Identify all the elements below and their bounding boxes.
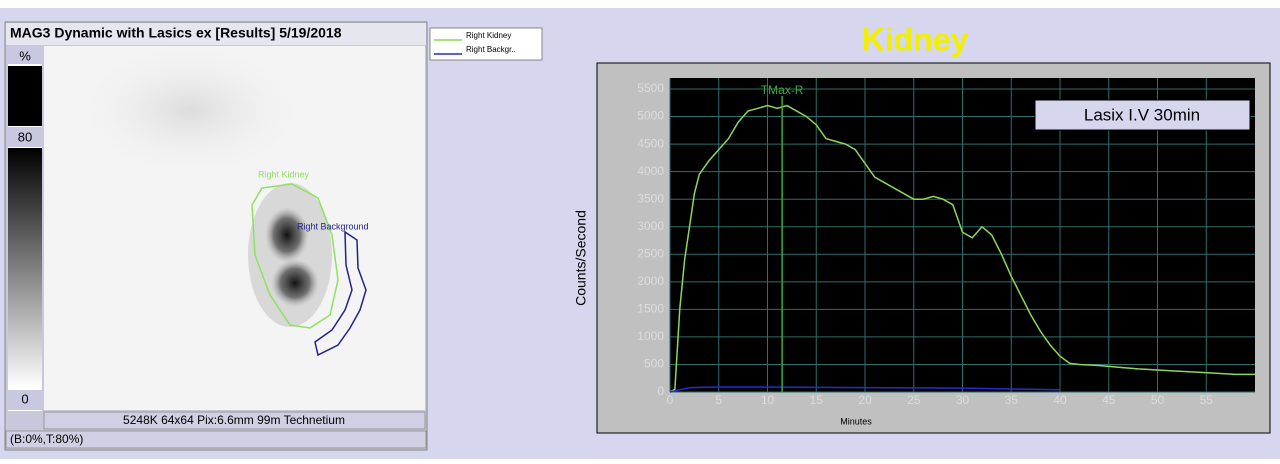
legend-label: Right Backgr.. [466, 45, 516, 54]
kidney-hotspot [265, 207, 309, 263]
y-tick-label: 5500 [637, 81, 664, 95]
x-tick-label: 45 [1102, 393, 1116, 407]
x-tick-label: 35 [1005, 393, 1019, 407]
x-tick-label: 10 [761, 393, 775, 407]
status-text: (B:0%,T:80%) [10, 432, 83, 446]
y-tick-label: 3500 [637, 191, 664, 205]
panel-title: MAG3 Dynamic with Lasics ex [Results] 5/… [10, 25, 342, 41]
footer-text: 5248K 64x64 Pix:6.6mm 99m Technetium [123, 413, 345, 427]
x-tick-label: 5 [715, 393, 722, 407]
y-tick-label: 3000 [637, 219, 664, 233]
y-tick-label: 500 [644, 357, 664, 371]
x-tick-label: 0 [667, 393, 674, 407]
y-tick-label: 0 [657, 384, 664, 398]
tmax-label: TMax-R [761, 83, 804, 97]
x-tick-label: 20 [858, 393, 872, 407]
kidney-hotspot [271, 259, 319, 307]
x-tick-label: 15 [810, 393, 824, 407]
y-tick-label: 4000 [637, 164, 664, 178]
scale-label: 80 [18, 129, 32, 144]
y-tick-label: 1000 [637, 329, 664, 343]
x-tick-label: 30 [956, 393, 970, 407]
y-tick-label: 2000 [637, 274, 664, 288]
x-tick-label: 50 [1151, 393, 1165, 407]
y-tick-label: 1500 [637, 302, 664, 316]
roi-label: Right Background [297, 221, 369, 231]
annotation: Lasix I.V 30min [1084, 105, 1200, 124]
x-tick-label: 25 [907, 393, 921, 407]
chart-title: Kidney [862, 21, 969, 57]
y-tick-label: 5000 [637, 109, 664, 123]
screen: MAG3 Dynamic with Lasics ex [Results] 5/… [0, 0, 1280, 459]
x-tick-label: 40 [1053, 393, 1067, 407]
scale-label: 0 [21, 391, 28, 406]
y-tick-label: 2500 [637, 246, 664, 260]
y-axis-label: Counts/Second [573, 210, 589, 306]
x-tick-label: 55 [1200, 393, 1214, 407]
y-tick-label: 4500 [637, 136, 664, 150]
roi-label: Right Kidney [258, 169, 310, 179]
scan-haze [70, 40, 310, 180]
scale-label: % [19, 48, 31, 63]
scale-gradient [8, 148, 42, 388]
scale-black [8, 66, 42, 126]
x-axis-label: Minutes [840, 416, 872, 426]
legend-label: Right Kidney [466, 31, 511, 40]
